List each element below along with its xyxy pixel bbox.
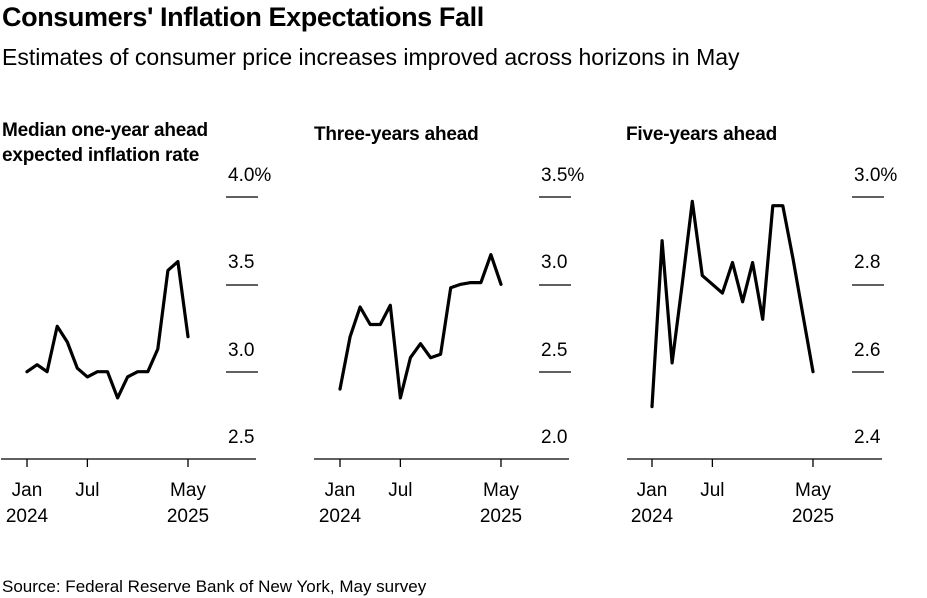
data-point — [399, 396, 402, 399]
data-point — [771, 204, 774, 207]
series-line — [25, 260, 190, 400]
x-tick-label-year: 2025 — [792, 506, 834, 527]
panel-title-three-years: Three-years ahead — [314, 124, 479, 145]
chart-subtitle: Estimates of consumer price increases im… — [2, 44, 740, 70]
x-tick-label-month: Jan — [637, 480, 668, 501]
data-point — [96, 370, 99, 373]
x-tick-label-year: 2025 — [480, 506, 522, 527]
data-point — [741, 300, 744, 303]
x-tick-label-year: 2024 — [631, 506, 674, 527]
data-point — [116, 396, 119, 399]
data-point — [359, 306, 362, 309]
y-tick-label: 2.5 — [228, 427, 254, 448]
data-point — [449, 286, 452, 289]
x-tick-label-month: May — [795, 480, 831, 501]
y-tick-label: 3.5 — [228, 252, 254, 273]
data-point — [46, 370, 49, 373]
x-tick-label-month: Jul — [75, 480, 99, 501]
data-point — [761, 318, 764, 321]
x-tick-label-year: 2024 — [319, 506, 362, 527]
data-point — [187, 335, 190, 338]
data-point — [369, 323, 372, 326]
x-tick-label-month: Jan — [12, 480, 43, 501]
x-tick-label-year: 2025 — [167, 506, 209, 527]
data-point — [86, 375, 89, 378]
data-point — [751, 261, 754, 264]
data-point — [339, 388, 342, 391]
source-note: Source: Federal Reserve Bank of New York… — [2, 577, 427, 596]
data-point — [166, 269, 169, 272]
data-point — [146, 370, 149, 373]
y-tick-label: 2.5 — [541, 340, 567, 361]
x-tick-label-month: Jul — [700, 480, 724, 501]
data-point — [711, 283, 714, 286]
data-point — [26, 370, 29, 373]
y-tick-label: 2.0 — [541, 427, 567, 448]
data-point — [479, 281, 482, 284]
data-point — [379, 323, 382, 326]
series-line — [338, 253, 503, 400]
y-tick-label: 2.4 — [854, 427, 881, 448]
data-point — [661, 239, 664, 242]
y-tick-label: 3.0% — [854, 165, 897, 186]
data-point — [36, 363, 39, 366]
data-point — [429, 356, 432, 359]
data-point — [781, 204, 784, 207]
data-point — [459, 283, 462, 286]
data-point — [389, 304, 392, 307]
x-tick-label-year: 2024 — [6, 506, 49, 527]
data-point — [701, 274, 704, 277]
series-line — [650, 199, 815, 409]
data-point — [500, 283, 503, 286]
data-point — [349, 335, 352, 338]
x-tick-label-month: May — [483, 480, 519, 501]
chart-title: Consumers' Inflation Expectations Fall — [2, 2, 484, 32]
x-tick-label-month: Jul — [388, 480, 412, 501]
data-point — [731, 261, 734, 264]
panel-title-one-year: Median one-year ahead expected inflation… — [2, 120, 208, 166]
data-point — [721, 292, 724, 295]
y-tick-label: 3.0 — [541, 252, 567, 273]
data-point — [651, 405, 654, 408]
data-point — [176, 260, 179, 263]
data-point — [409, 356, 412, 359]
data-point — [66, 340, 69, 343]
data-point — [56, 325, 59, 328]
data-point — [419, 342, 422, 345]
y-tick-label: 3.5% — [541, 165, 584, 186]
data-point — [76, 367, 79, 370]
panel-title-five-years: Five-years ahead — [626, 124, 777, 145]
data-point — [439, 353, 442, 356]
data-point — [136, 370, 139, 373]
y-tick-label: 2.8 — [854, 252, 880, 273]
x-tick-label-month: Jan — [325, 480, 356, 501]
y-tick-label: 3.0 — [228, 340, 254, 361]
data-point — [489, 253, 492, 256]
data-point — [671, 361, 674, 364]
data-point — [106, 370, 109, 373]
data-point — [156, 347, 159, 350]
data-point — [126, 375, 129, 378]
y-tick-label: 2.6 — [854, 340, 880, 361]
data-point — [691, 200, 694, 203]
data-point — [812, 370, 815, 373]
data-point — [681, 283, 684, 286]
data-point — [791, 257, 794, 260]
data-point — [469, 281, 472, 284]
x-tick-label-month: May — [170, 480, 206, 501]
y-tick-label: 4.0% — [228, 165, 271, 186]
data-point — [801, 313, 804, 316]
